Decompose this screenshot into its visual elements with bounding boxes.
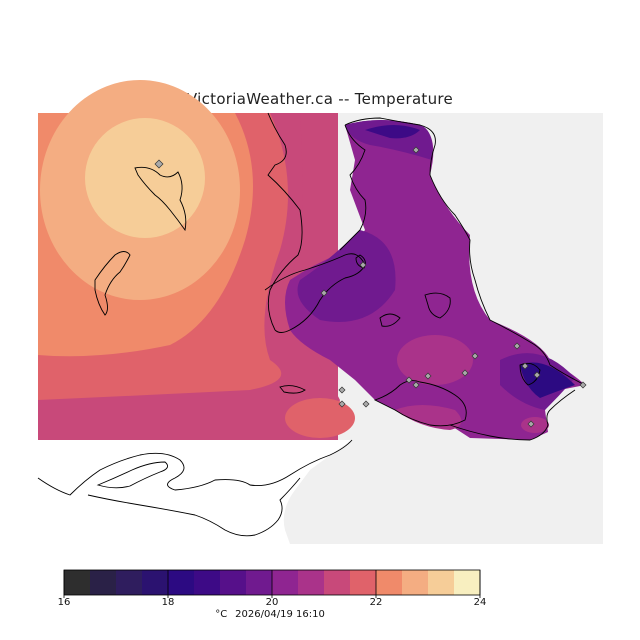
colorbar-swatch: [350, 570, 377, 595]
station-marker: [359, 261, 367, 269]
colorbar-swatch: [194, 570, 221, 595]
station-marker: [424, 372, 432, 380]
station-marker: [579, 381, 587, 389]
station-marker: [154, 159, 164, 169]
weather-stations: [154, 146, 587, 428]
station-marker: [320, 289, 328, 297]
colorbar-tick-label: 24: [473, 597, 487, 608]
map-footer: °C 2026/04/19 16:10: [0, 609, 540, 620]
station-marker: [412, 146, 420, 154]
station-marker: [405, 376, 413, 384]
colorbar-swatch: [324, 570, 351, 595]
colorbar-swatch: [272, 570, 299, 595]
colorbar-tick-label: 16: [57, 597, 71, 608]
station-marker: [513, 342, 521, 350]
colorbar-swatch: [376, 570, 403, 595]
colorbar-swatch: [246, 570, 273, 595]
unit-label: °C: [215, 609, 228, 620]
colorbar-swatch: [220, 570, 247, 595]
colorbar-swatch: [116, 570, 143, 595]
station-marker: [362, 400, 370, 408]
colorbar: [63, 569, 481, 598]
station-marker: [338, 386, 346, 394]
east-temperature-field: [285, 120, 585, 440]
station-marker: [533, 371, 541, 379]
colorbar-swatch: [402, 570, 429, 595]
colorbar-swatch: [454, 570, 481, 595]
map-title: VictoriaWeather.ca -- Temperature: [186, 90, 454, 108]
colorbar-tick-label: 20: [265, 597, 279, 608]
station-marker: [412, 381, 420, 389]
colorbar-tick-label: 18: [161, 597, 175, 608]
colorbar-swatch: [298, 570, 325, 595]
station-marker: [461, 369, 469, 377]
colorbar-tick-label: 22: [369, 597, 383, 608]
colorbar-swatch: [142, 570, 169, 595]
station-marker: [527, 420, 535, 428]
colorbar-swatch: [168, 570, 195, 595]
station-marker: [521, 362, 529, 370]
station-marker: [471, 352, 479, 360]
coastlines: [37, 112, 586, 537]
station-marker: [338, 400, 346, 408]
west-temperature-field: [38, 80, 355, 440]
colorbar-swatch: [64, 570, 91, 595]
olympic-peninsula-land: [38, 440, 352, 544]
colorbar-swatch: [428, 570, 455, 595]
timestamp: 2026/04/19 16:10: [235, 609, 325, 620]
colorbar-swatch: [90, 570, 117, 595]
